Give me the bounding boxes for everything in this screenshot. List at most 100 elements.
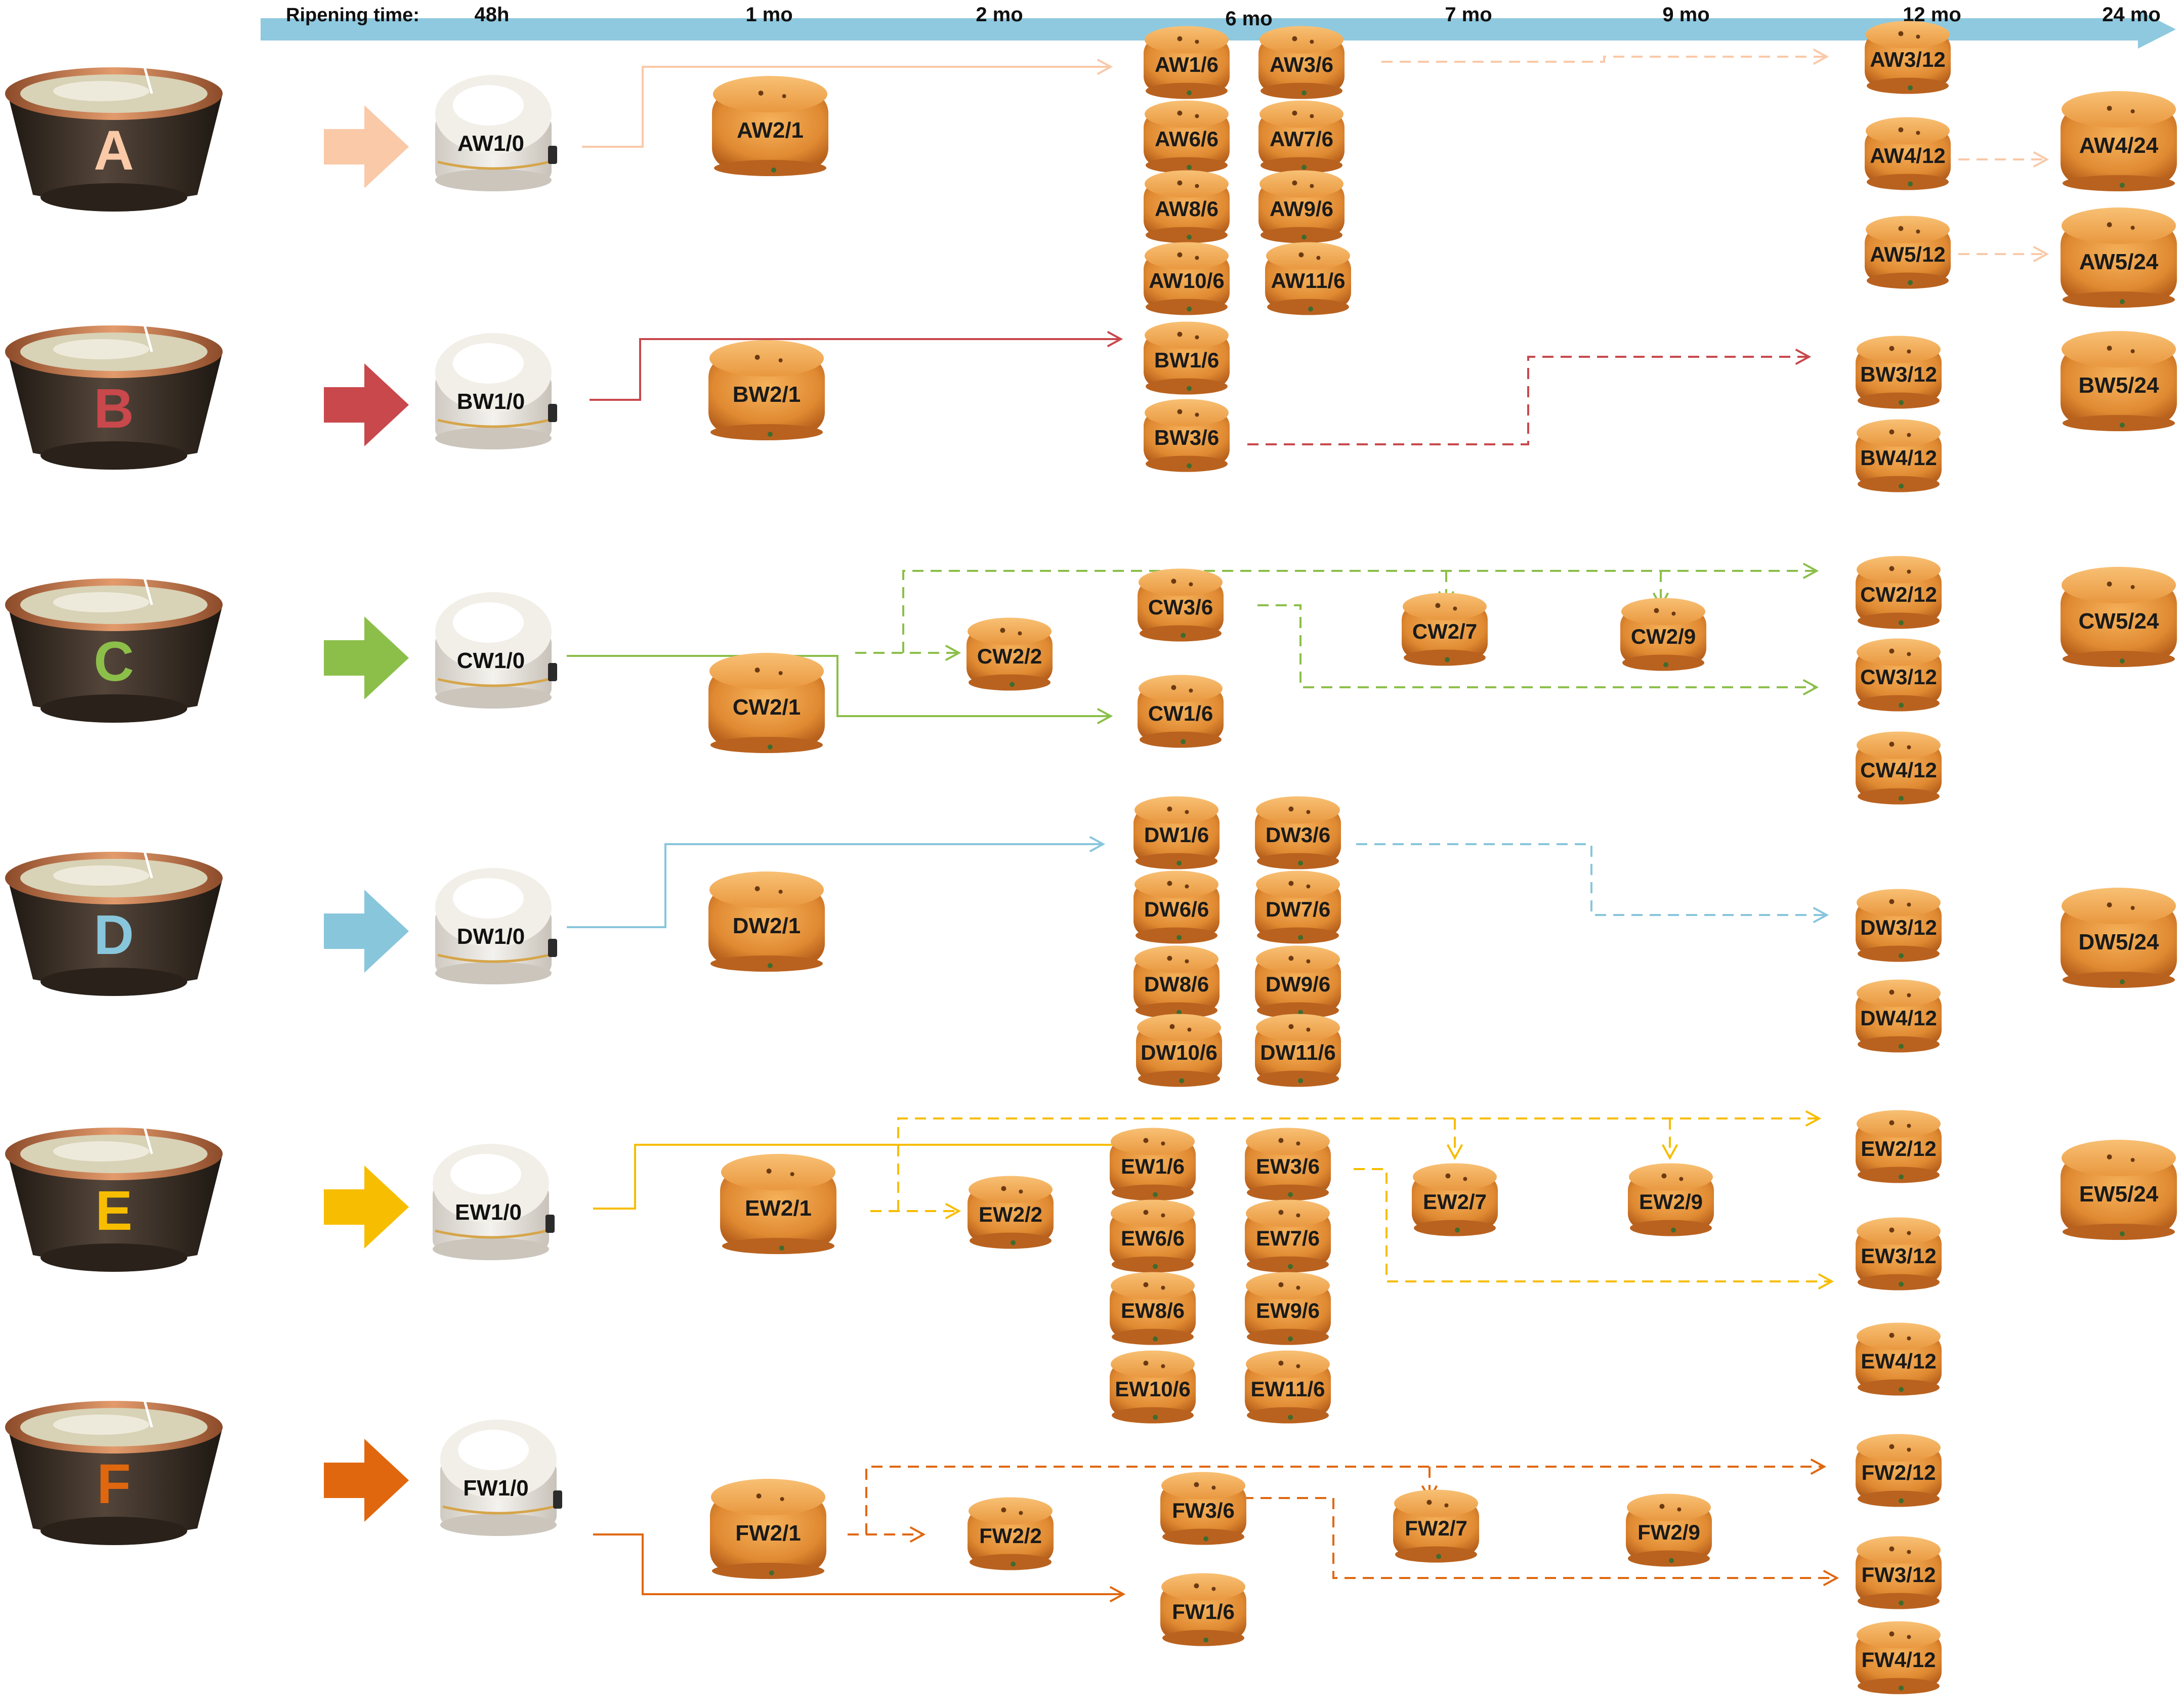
wheel-label: BW1/6 (1154, 348, 1219, 372)
timeline-tick-label: 2 mo (976, 4, 1023, 26)
cheese-wheel: DW11/6 (1255, 1014, 1341, 1087)
fresh-wheel: EW1/0 (433, 1144, 555, 1260)
cheese-wheel: DW6/6 (1133, 870, 1220, 944)
cheese-wheel: AW5/12 (1865, 216, 1951, 289)
wheel-label: DW3/6 (1266, 823, 1330, 847)
cheese-wheel: BW2/1 (708, 340, 825, 440)
flow-arrow (1381, 48, 1829, 65)
wheel-label: BW5/24 (2079, 373, 2159, 398)
cheese-wheel: FW2/12 (1856, 1434, 1942, 1507)
flow-arrow (855, 644, 961, 661)
cheese-wheel: AW11/6 (1265, 242, 1351, 315)
wheel-label: BW1/0 (457, 389, 525, 414)
wheel-label: EW2/12 (1861, 1137, 1936, 1160)
flow-arrow (1958, 245, 2049, 263)
wheel-label: AW4/24 (2079, 133, 2159, 158)
wheel-label: FW2/1 (735, 1521, 801, 1546)
vat-letter: A (94, 119, 134, 182)
wheel-label: EW8/6 (1121, 1299, 1185, 1322)
flow-arrow (865, 1458, 1827, 1534)
wheel-label: BW3/12 (1860, 362, 1937, 386)
wheel-label: AW5/24 (2079, 250, 2159, 274)
cheese-wheel: AW2/1 (712, 76, 828, 176)
wheel-label: AW4/12 (1870, 144, 1945, 168)
wheel-label: AW1/0 (457, 131, 524, 156)
cheese-wheel: FW2/7 (1393, 1489, 1479, 1563)
wheel-label: DW1/6 (1144, 823, 1209, 847)
cheese-wheel: EW9/6 (1245, 1272, 1331, 1345)
cheese-wheel: DW3/12 (1856, 889, 1942, 962)
cheese-wheel: AW5/24 (2061, 207, 2177, 308)
cheese-wheel: AW6/6 (1144, 100, 1230, 174)
flow-arrow (1242, 1497, 1839, 1587)
wheel-label: CW1/0 (457, 648, 525, 673)
wheel-label: EW9/6 (1256, 1299, 1320, 1322)
flow-arrow (897, 1110, 1822, 1211)
wheel-label: AW5/12 (1870, 242, 1945, 266)
wheel-label: EW1/0 (455, 1200, 522, 1225)
wheel-label: AW3/6 (1270, 53, 1333, 76)
cheese-wheel: CW1/6 (1138, 675, 1224, 748)
wheel-label: EW2/7 (1423, 1190, 1487, 1214)
flow-arrow (1958, 151, 2049, 168)
wheel-label: CW4/12 (1860, 758, 1937, 782)
cheese-wheel: EW2/7 (1412, 1163, 1498, 1236)
cheese-wheel: EW2/9 (1628, 1163, 1714, 1236)
vat-d-arrow (324, 890, 409, 973)
cheese-wheel: DW4/12 (1856, 979, 1942, 1053)
wheel-label: FW2/7 (1405, 1516, 1467, 1540)
cheese-wheel: CW2/1 (708, 653, 825, 753)
cheese-wheel: EW11/6 (1245, 1350, 1331, 1424)
wheel-label: DW9/6 (1266, 972, 1330, 996)
cheese-wheel: AW3/12 (1865, 21, 1951, 94)
vat-letter: F (97, 1453, 131, 1515)
fresh-wheel: CW1/0 (435, 592, 557, 709)
cheese-wheel: EW1/6 (1110, 1128, 1196, 1201)
vat-letter: E (95, 1180, 132, 1242)
cheese-wheel: CW2/12 (1856, 556, 1942, 629)
wheel-label: EW11/6 (1250, 1377, 1325, 1401)
cheese-wheel: DW10/6 (1136, 1014, 1222, 1087)
timeline-tick-label: 1 mo (745, 4, 792, 26)
flow-arrow (1356, 843, 1829, 924)
wheel-label: CW5/24 (2079, 609, 2159, 634)
wheel-label: AW2/1 (737, 118, 804, 143)
wheel-label: DW10/6 (1141, 1041, 1217, 1064)
cheese-wheel: CW5/24 (2061, 567, 2177, 667)
flow-arrow (902, 562, 1819, 653)
flow-arrow (593, 1533, 1126, 1603)
timeline-tick-label: 9 mo (1662, 4, 1709, 26)
wheel-label: AW11/6 (1271, 269, 1345, 293)
cheese-wheel: EW2/1 (720, 1154, 836, 1254)
timeline-label: Ripening time: (286, 5, 419, 26)
vat-f-arrow (324, 1439, 409, 1522)
cheese-wheel: AW3/6 (1258, 26, 1345, 99)
cheese-wheel: AW4/24 (2061, 91, 2177, 191)
wheel-label: BW3/6 (1154, 426, 1219, 449)
cheese-wheel: BW3/6 (1144, 399, 1230, 472)
cheese-wheel: CW2/7 (1402, 593, 1488, 666)
cheese-wheel: FW2/9 (1626, 1493, 1712, 1567)
wheel-label: EW1/6 (1121, 1154, 1185, 1178)
cheese-wheel: AW7/6 (1258, 100, 1345, 174)
cheese-wheel: EW6/6 (1110, 1199, 1196, 1273)
timeline-tick-label: 48h (475, 4, 510, 26)
cheese-wheel: DW9/6 (1255, 945, 1341, 1019)
wheel-label: AW6/6 (1155, 127, 1219, 151)
wheel-label: DW7/6 (1266, 897, 1330, 921)
timeline-tick-label: 24 mo (2102, 4, 2161, 26)
cheese-wheel: EW10/6 (1110, 1350, 1196, 1424)
wheel-label: AW7/6 (1270, 127, 1333, 151)
cheese-wheel: FW3/6 (1160, 1472, 1246, 1545)
cheese-wheel: DW1/6 (1133, 796, 1220, 869)
cheese-wheel: BW1/6 (1144, 321, 1230, 395)
wheel-label: FW2/12 (1861, 1461, 1936, 1484)
wheel-label: FW3/6 (1172, 1499, 1235, 1522)
wheel-label: FW2/9 (1637, 1520, 1700, 1544)
wheel-label: FW4/12 (1861, 1648, 1936, 1672)
vat-e-arrow (324, 1166, 409, 1249)
wheel-label: EW2/2 (979, 1202, 1042, 1226)
wheel-label: DW8/6 (1144, 972, 1209, 996)
cheese-wheel: CW3/12 (1856, 638, 1942, 712)
